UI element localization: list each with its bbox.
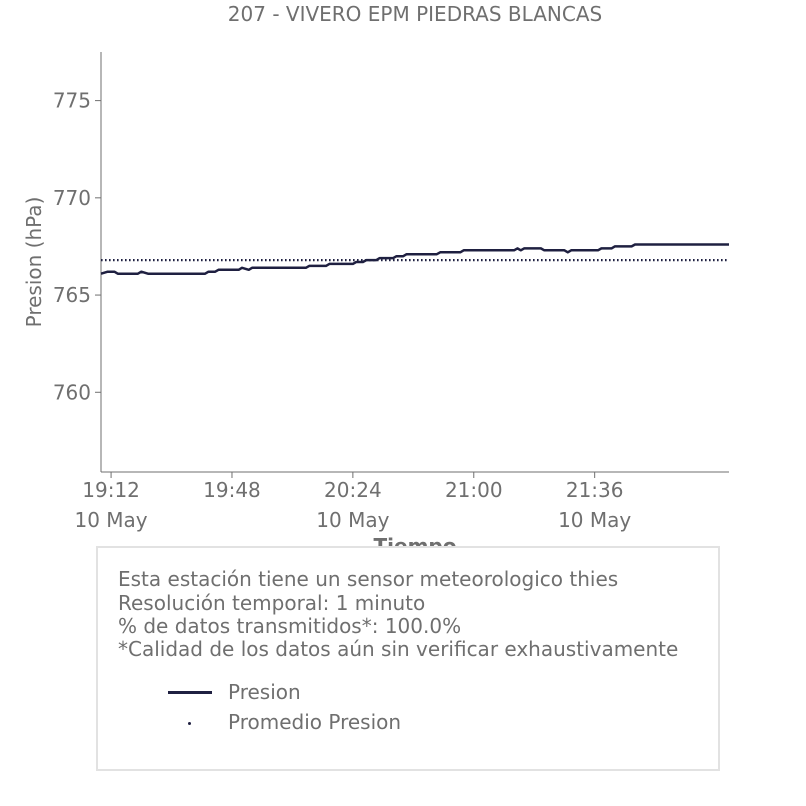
x-tick-label: 19:12 (82, 478, 140, 502)
info-line-transmitted: % de datos transmitidos*: 100.0% (118, 614, 462, 638)
x-tick-date-label: 10 May (74, 508, 147, 532)
legend-line-swatch (168, 691, 212, 694)
legend-item-presion: Presion (168, 680, 468, 704)
x-tick-date-label: 10 May (316, 508, 389, 532)
x-tick-label: 20:24 (324, 478, 382, 502)
info-line-quality: *Calidad de los datos aún sin verificar … (118, 637, 679, 661)
y-tick-label: 760 (53, 380, 91, 404)
legend-label-presion: Presion (228, 680, 301, 704)
x-tick-label: 19:48 (203, 478, 261, 502)
x-tick-label: 21:36 (566, 478, 624, 502)
x-tick-label: 21:00 (445, 478, 503, 502)
plot-area: 760 765 770 775 19:12 10 May 19:48 20:24 10 May 2… (53, 52, 729, 532)
chart-title: 207 - VIVERO EPM PIEDRAS BLANCAS (228, 2, 602, 26)
y-tick-label: 775 (53, 89, 91, 113)
info-box: Esta estación tiene un sensor meteorolog… (96, 546, 720, 771)
info-line-resolution: Resolución temporal: 1 minuto (118, 591, 426, 615)
legend-item-promedio: Promedio Presion (168, 710, 468, 734)
y-axis-label: Presion (hPa) (22, 197, 46, 328)
x-tick-date-label: 10 May (558, 508, 631, 532)
y-tick-label: 765 (53, 283, 91, 307)
y-tick-label: 770 (53, 186, 91, 210)
legend-dot-swatch (188, 722, 191, 725)
info-line-sensor: Esta estación tiene un sensor meteorolog… (118, 567, 619, 591)
series-line-presion (100, 243, 729, 275)
legend-label-promedio: Promedio Presion (228, 710, 402, 734)
